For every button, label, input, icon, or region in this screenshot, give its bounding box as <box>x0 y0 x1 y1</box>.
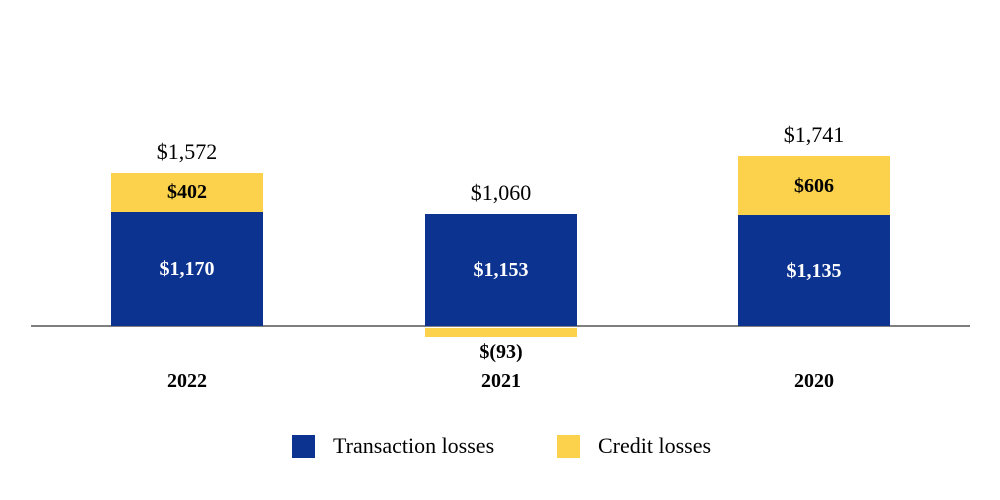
credit-losses-value-label: $402 <box>167 181 207 204</box>
x-axis-category-label: 2022 <box>167 370 207 392</box>
transaction-losses-segment: $1,170 <box>111 211 263 326</box>
legend-item-transaction-losses: Transaction losses <box>292 433 494 459</box>
credit-losses-swatch <box>557 434 580 458</box>
x-axis-category-label: 2021 <box>481 370 521 392</box>
transaction-losses-value-label: $1,153 <box>473 258 529 281</box>
credit-losses-segment: $606 <box>738 156 890 216</box>
bar-group-2020: $1,741 $606 $1,135 2020 <box>738 0 890 500</box>
legend-item-credit-losses: Credit losses <box>557 433 711 459</box>
x-axis-category-label: 2020 <box>794 370 834 392</box>
bar-group-2021: $1,060 $(93) $1,153 2021 <box>425 0 577 500</box>
transaction-losses-segment: $1,135 <box>738 215 890 326</box>
credit-losses-segment: $(93) <box>425 328 577 363</box>
transaction-losses-swatch <box>292 434 315 458</box>
total-value-label: $1,572 <box>156 138 218 164</box>
credit-losses-segment: $402 <box>111 172 263 212</box>
total-value-label: $1,060 <box>470 179 532 205</box>
transaction-losses-value-label: $1,135 <box>786 259 842 282</box>
legend-label-credit-losses: Credit losses <box>598 433 712 458</box>
transaction-losses-segment: $1,153 <box>425 213 577 326</box>
total-value-label: $1,741 <box>783 122 845 148</box>
credit-losses-value-label: $(93) <box>479 341 523 364</box>
credit-losses-value-label: $606 <box>794 174 834 197</box>
legend-label-transaction-losses: Transaction losses <box>333 433 495 458</box>
x-axis-baseline <box>31 325 970 327</box>
transaction-losses-value-label: $1,170 <box>159 257 215 280</box>
bar-group-2022: $1,572 $402 $1,170 2022 <box>111 0 263 500</box>
